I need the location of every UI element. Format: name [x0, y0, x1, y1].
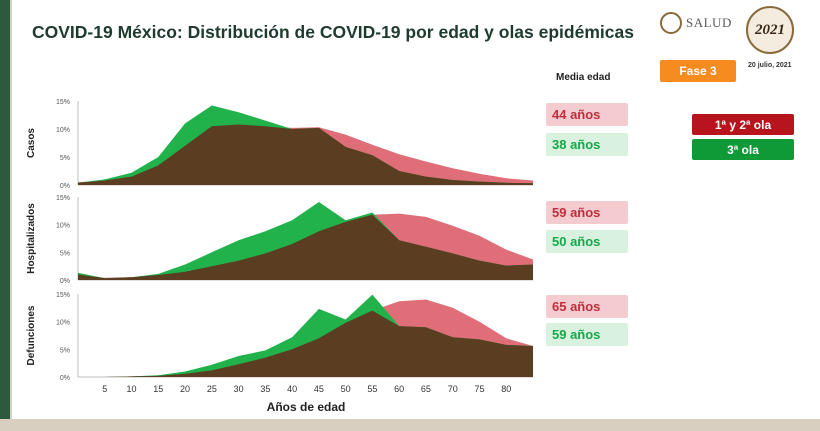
x-tick-label: 60 — [394, 384, 404, 394]
x-tick-label: 40 — [287, 384, 297, 394]
y-tick-label: 10% — [56, 223, 70, 230]
area-overlap-casos — [78, 124, 533, 185]
x-tick-label: 55 — [367, 384, 377, 394]
legend-waves-1-2: 1ª y 2ª ola — [692, 114, 794, 135]
y-tick-label: 15% — [56, 99, 70, 106]
area-overlap-defunciones — [78, 310, 533, 377]
x-tick-label: 50 — [341, 384, 351, 394]
year-seal-logo: 2021 — [746, 6, 794, 54]
median-age-deaths-wave3: 59 años — [546, 323, 628, 346]
x-tick-label: 5 — [102, 384, 107, 394]
x-tick-label: 10 — [127, 384, 137, 394]
panel-label-hospitalizados: Hospitalizados — [26, 203, 37, 274]
y-tick-label: 0% — [60, 375, 70, 382]
report-date: 20 julio, 2021 — [748, 62, 792, 69]
area-wave3-casos — [78, 105, 533, 185]
page-title: COVID-19 México: Distribución de COVID-1… — [32, 22, 634, 42]
x-tick-label: 45 — [314, 384, 324, 394]
decorative-side-band — [0, 0, 12, 431]
area-waves12-defunciones — [78, 299, 533, 377]
median-age-hosp-waves12: 59 años — [546, 201, 628, 224]
y-tick-label: 5% — [60, 347, 70, 354]
median-age-cases-wave3: 38 años — [546, 133, 628, 156]
salud-logo-text: SALUD — [686, 15, 732, 30]
median-age-hosp-wave3: 50 años — [546, 230, 628, 253]
y-tick-label: 15% — [56, 292, 70, 299]
salud-logo: SALUD — [660, 12, 732, 34]
year-seal-text: 2021 — [755, 21, 785, 38]
area-waves12-hospitalizados — [78, 213, 533, 280]
x-tick-label: 30 — [234, 384, 244, 394]
y-tick-label: 10% — [56, 127, 70, 134]
area-wave3-defunciones — [78, 294, 533, 377]
legend-wave-3: 3ª ola — [692, 139, 794, 160]
y-tick-label: 10% — [56, 320, 70, 327]
y-tick-label: 5% — [60, 250, 70, 257]
x-tick-label: 25 — [207, 384, 217, 394]
x-tick-label: 65 — [421, 384, 431, 394]
x-tick-label: 70 — [448, 384, 458, 394]
decorative-bottom-band — [0, 419, 820, 431]
median-age-deaths-waves12: 65 años — [546, 295, 628, 318]
x-tick-label: 15 — [153, 384, 163, 394]
x-tick-label: 80 — [501, 384, 511, 394]
x-tick-label: 35 — [260, 384, 270, 394]
y-tick-label: 0% — [60, 278, 70, 285]
area-overlap-hospitalizados — [78, 214, 533, 280]
area-wave3-hospitalizados — [78, 202, 533, 280]
area-waves12-casos — [78, 124, 533, 185]
median-age-cases-waves12: 44 años — [546, 103, 628, 126]
panel-label-defunciones: Defunciones — [26, 305, 37, 365]
y-tick-label: 0% — [60, 183, 70, 190]
coat-of-arms-icon — [660, 12, 682, 34]
median-age-header: Media edad — [556, 72, 611, 83]
y-tick-label: 5% — [60, 155, 70, 162]
x-tick-label: 20 — [180, 384, 190, 394]
x-tick-label: 75 — [474, 384, 484, 394]
phase-badge: Fase 3 — [660, 60, 736, 82]
panel-label-casos: Casos — [26, 128, 37, 158]
x-axis-title: Años de edad — [267, 400, 346, 414]
y-tick-label: 15% — [56, 195, 70, 202]
